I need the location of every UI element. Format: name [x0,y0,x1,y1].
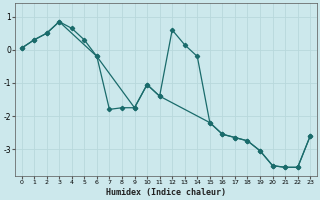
X-axis label: Humidex (Indice chaleur): Humidex (Indice chaleur) [106,188,226,197]
